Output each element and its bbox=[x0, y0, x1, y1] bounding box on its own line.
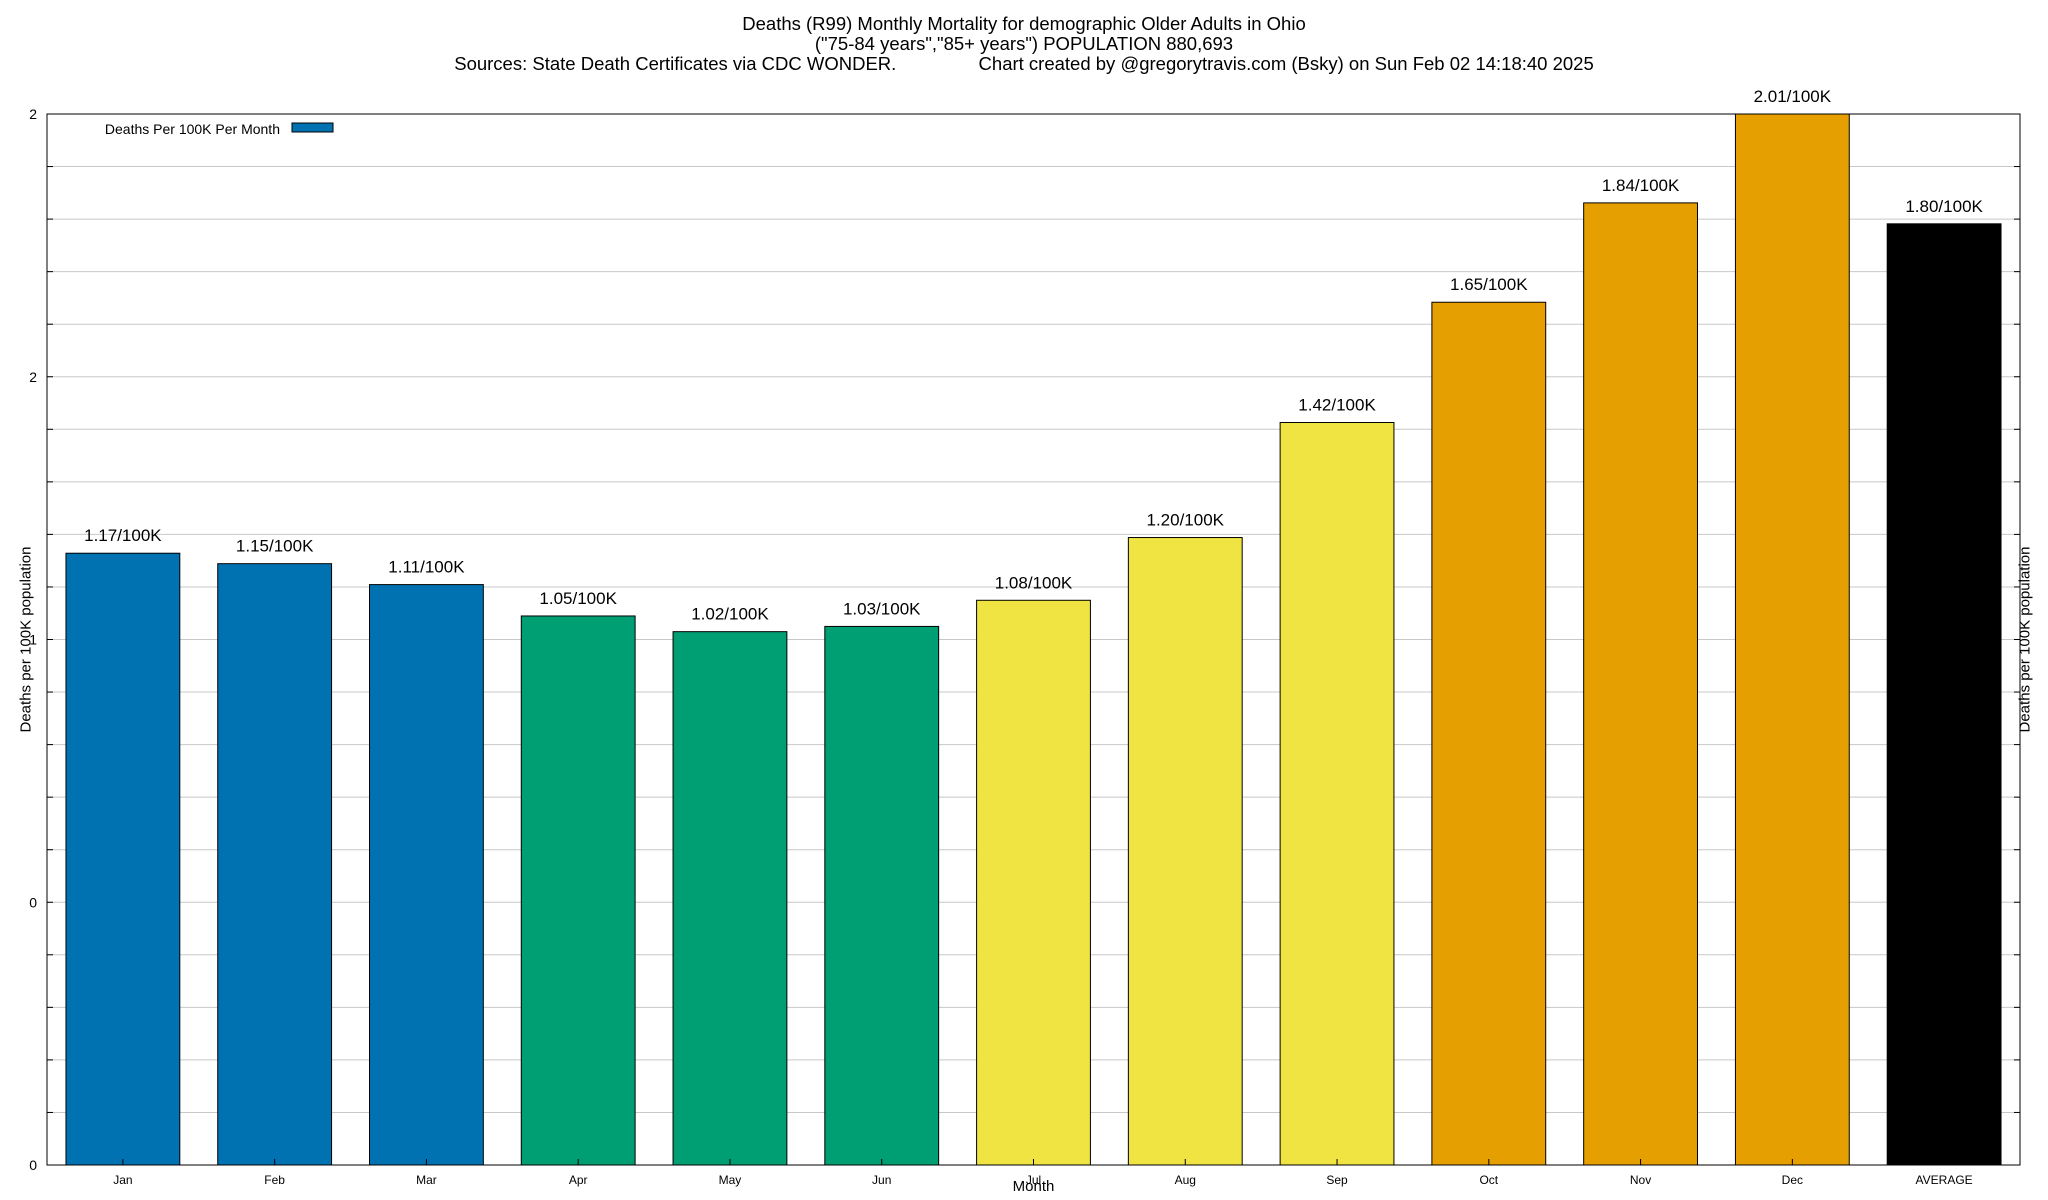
title-line-3: Sources: State Death Certificates via CD… bbox=[454, 53, 1594, 74]
data-label: 1.08/100K bbox=[995, 573, 1073, 592]
data-label: 1.15/100K bbox=[236, 537, 314, 556]
data-label: 1.05/100K bbox=[539, 589, 617, 608]
bar bbox=[976, 599, 1091, 1166]
x-tick-label: Sep bbox=[1326, 1173, 1348, 1187]
x-tick-label: Jun bbox=[872, 1173, 891, 1187]
bar bbox=[1431, 301, 1547, 1166]
x-tick-label: Jul bbox=[1026, 1173, 1041, 1187]
y-axis-label-left: Deaths per 100K population bbox=[16, 546, 34, 733]
data-label: 1.65/100K bbox=[1450, 275, 1528, 294]
data-label: 1.11/100K bbox=[388, 558, 465, 577]
x-tick-label: Aug bbox=[1175, 1173, 1196, 1187]
data-label: 1.42/100K bbox=[1298, 396, 1376, 415]
data-label: 1.02/100K bbox=[691, 605, 769, 624]
chart-title: Deaths (R99) Monthly Mortality for demog… bbox=[0, 14, 2048, 74]
y-tick-label: 0 bbox=[29, 1157, 37, 1173]
data-label: 1.80/100K bbox=[1905, 197, 1983, 216]
data-label: 1.20/100K bbox=[1147, 511, 1225, 530]
y-tick-label: 2 bbox=[29, 369, 37, 385]
x-tick-label: Mar bbox=[416, 1173, 437, 1187]
legend-swatch bbox=[291, 122, 334, 133]
bar bbox=[520, 615, 636, 1166]
x-tick-label: Nov bbox=[1630, 1173, 1651, 1187]
x-tick-label: May bbox=[719, 1173, 742, 1187]
data-label: 1.17/100K bbox=[84, 526, 162, 545]
bar bbox=[672, 631, 788, 1166]
plot-border bbox=[46, 113, 2021, 1166]
bar bbox=[1583, 202, 1698, 1166]
y-tick-label: 1 bbox=[29, 632, 37, 648]
bar bbox=[1279, 422, 1395, 1166]
data-label: 1.03/100K bbox=[843, 599, 921, 618]
bar bbox=[369, 584, 484, 1166]
x-tick-label: Jan bbox=[113, 1173, 132, 1187]
bar bbox=[217, 563, 333, 1166]
title-line-2: ("75-84 years","85+ years") POPULATION 8… bbox=[814, 33, 1234, 54]
x-tick-label: Dec bbox=[1782, 1173, 1803, 1187]
data-label: 2.01/100K bbox=[1754, 87, 1832, 106]
title-line-1: Deaths (R99) Monthly Mortality for demog… bbox=[742, 13, 1306, 34]
bar bbox=[1127, 537, 1243, 1166]
x-tick-label: Apr bbox=[569, 1173, 588, 1187]
bar bbox=[824, 625, 940, 1166]
bar bbox=[65, 552, 181, 1166]
x-tick-label: Oct bbox=[1479, 1173, 1498, 1187]
bar bbox=[1734, 113, 1850, 1166]
data-label: 1.84/100K bbox=[1602, 176, 1680, 195]
x-tick-label: AVERAGE bbox=[1916, 1173, 1973, 1187]
legend-label: Deaths Per 100K Per Month bbox=[105, 121, 280, 137]
x-tick-label: Feb bbox=[264, 1173, 285, 1187]
y-tick-label: 0 bbox=[29, 894, 37, 910]
bar bbox=[1886, 223, 2002, 1166]
y-tick-label: 2 bbox=[29, 106, 37, 122]
x-axis-label: Month bbox=[1013, 1178, 1055, 1195]
y-axis-label-right: Deaths per 100K population bbox=[2015, 546, 2033, 733]
